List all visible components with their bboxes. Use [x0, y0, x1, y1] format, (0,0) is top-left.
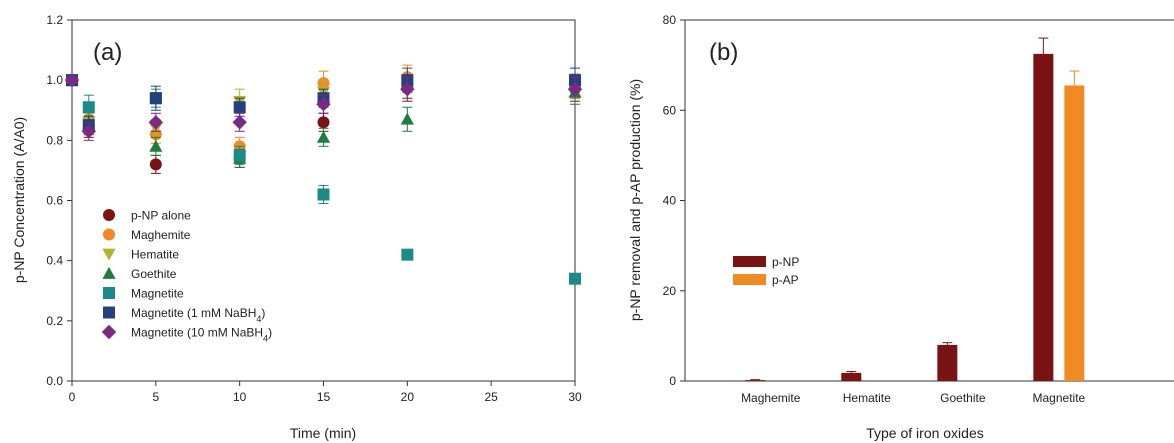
category-label: Hematite	[843, 391, 891, 405]
data-point	[401, 248, 414, 261]
data-points-a	[64, 64, 583, 285]
data-point	[232, 115, 247, 130]
y-tick-label-b: 40	[663, 194, 677, 208]
y-tick-label-a: 0.8	[46, 133, 63, 147]
data-point	[400, 81, 415, 97]
legend-marker	[103, 306, 115, 319]
data-point	[316, 97, 331, 112]
y-axis-label-b: p-NP removal and p-AP production (%)	[627, 79, 643, 321]
legend-swatch	[733, 274, 766, 285]
axis-ticks-b: 0 20 40 60 80 Maghemite Hematite Goethite Magnet…	[663, 13, 1086, 405]
y-tick-label-b: 0	[669, 374, 676, 388]
legend-marker	[101, 324, 117, 340]
data-point	[149, 158, 162, 171]
legend-label: Magnetite (1 mM NaBH4)	[131, 306, 265, 324]
axis-ticks-a: 0 5 10 15 20 25 30 0.0 0.2 0.4 0.6 0.8 1.0 1.2	[46, 13, 582, 404]
panel-label-a: (a)	[93, 39, 122, 66]
legend-a: p-NP alone Maghemite Hematite Goethite Magne…	[101, 209, 272, 344]
y-tick-label-b: 80	[663, 13, 677, 27]
x-tick-label-a: 10	[233, 390, 247, 404]
data-point	[64, 72, 80, 88]
bar	[1064, 85, 1085, 382]
bar	[937, 344, 958, 381]
y-tick-label-a: 0.0	[46, 374, 63, 388]
bar	[841, 372, 862, 381]
data-point	[317, 116, 330, 129]
data-point	[82, 101, 95, 114]
legend-label: p-NP alone	[131, 209, 191, 223]
data-point	[81, 124, 96, 139]
bars-b	[745, 37, 1085, 382]
data-point	[317, 188, 330, 201]
x-tick-label-a: 20	[401, 390, 415, 404]
x-axis-label-b: Type of iron oxides	[866, 425, 984, 441]
y-axis-label-a: p-NP Concentration (A/A0)	[11, 117, 27, 283]
y-tick-label-a: 1.0	[46, 73, 63, 87]
legend-b: p-NP p-AP	[733, 255, 799, 287]
y-tick-label-b: 60	[663, 103, 677, 117]
legend-label: Magnetite (10 mM NaBH4)	[131, 326, 272, 344]
legend-marker	[103, 287, 115, 299]
data-point	[233, 149, 246, 162]
bar-panel-b: 0 20 40 60 80 Maghemite Hematite Goethite Magnet…	[627, 13, 1174, 441]
series-6	[64, 72, 583, 141]
legend-label: p-AP	[772, 273, 799, 287]
legend-label: Hematite	[131, 248, 179, 262]
panel-label-b: (b)	[709, 39, 738, 66]
data-point	[149, 92, 162, 105]
legend-label: Maghemite	[131, 228, 191, 242]
scatter-panel-a: 0 5 10 15 20 25 30 0.0 0.2 0.4 0.6 0.8 1.0 1.2 p-NP a…	[11, 13, 583, 441]
legend-marker	[103, 209, 115, 221]
x-tick-label-a: 25	[484, 390, 498, 404]
category-label: Maghemite	[741, 391, 801, 405]
legend-label: Magnetite	[131, 287, 184, 301]
category-label: Goethite	[940, 391, 986, 405]
data-point	[233, 101, 246, 114]
legend-label: p-NP	[772, 255, 799, 269]
data-point	[316, 130, 331, 143]
y-tick-label-a: 1.2	[46, 13, 63, 27]
data-point	[400, 112, 414, 125]
x-tick-label-a: 0	[69, 390, 76, 404]
data-point	[149, 139, 163, 152]
legend-label: Goethite	[131, 267, 177, 281]
data-point	[148, 115, 164, 130]
legend-marker	[102, 266, 116, 279]
data-point	[569, 272, 581, 285]
bar	[1033, 53, 1054, 381]
y-tick-label-a: 0.6	[46, 194, 63, 208]
legend-marker	[102, 248, 116, 261]
legend-marker	[103, 228, 115, 241]
bar	[745, 380, 766, 381]
plot-frame-b	[684, 19, 1174, 382]
data-point	[567, 81, 583, 97]
category-label: Magnetite	[1033, 391, 1086, 405]
y-tick-label-a: 0.2	[46, 314, 63, 328]
bar-series-0	[745, 37, 1054, 381]
bar-series-1	[1064, 70, 1085, 382]
x-axis-label-a: Time (min)	[290, 425, 356, 441]
x-tick-label-a: 5	[152, 390, 159, 404]
y-tick-label-a: 0.4	[46, 254, 63, 268]
x-tick-label-a: 15	[317, 390, 331, 404]
legend-swatch	[733, 256, 766, 267]
x-tick-label-a: 30	[568, 390, 582, 404]
y-tick-label-b: 20	[663, 284, 677, 298]
